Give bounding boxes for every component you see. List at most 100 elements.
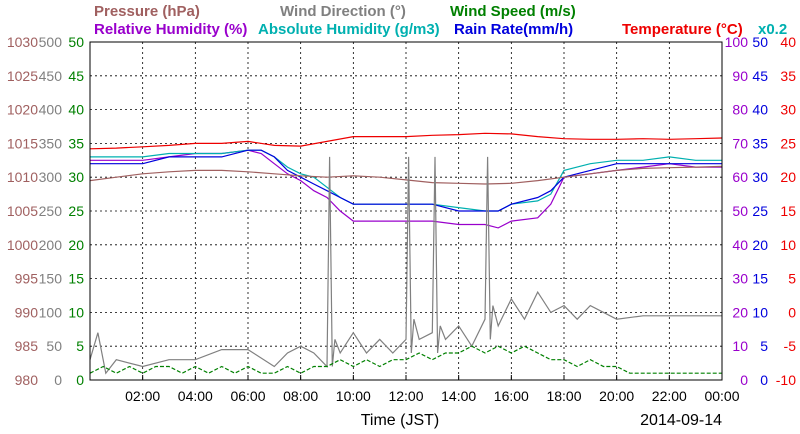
left-tick-label: 150 [39, 271, 63, 287]
left-tick-label: 50 [46, 338, 62, 354]
left-tick-label: 45 [68, 68, 84, 84]
right-tick-label: 5 [788, 271, 796, 287]
left-tick-label: 985 [15, 338, 39, 354]
right-tick-label: 0 [740, 372, 748, 388]
left-tick-label: 1020 [7, 102, 38, 118]
right-tick-label: 80 [732, 102, 748, 118]
right-tick-label: 70 [732, 135, 748, 151]
right-tick-label: 50 [732, 203, 748, 219]
left-tick-label: 5 [76, 338, 84, 354]
legend-entry: Rain Rate(mm/h) [454, 21, 573, 38]
left-tick-label: 1030 [7, 34, 38, 50]
left-tick-label: 250 [39, 203, 63, 219]
right-tick-label: 30 [752, 169, 768, 185]
series-line-humidity [90, 149, 722, 229]
right-tick-label: 20 [780, 169, 796, 185]
right-tick-label: 40 [752, 102, 768, 118]
left-tick-label: 450 [39, 68, 63, 84]
right-tick-label: 5 [760, 338, 768, 354]
x-tick-label: 14:00 [441, 388, 476, 404]
right-tick-label: 15 [780, 203, 796, 219]
x-tick-label: 00:00 [704, 388, 739, 404]
x-tick-label: 16:00 [494, 388, 529, 404]
series-layer [89, 132, 723, 375]
left-tick-label: 20 [68, 237, 84, 253]
left-tick-label: 1005 [7, 203, 38, 219]
right-tick-label: 20 [752, 237, 768, 253]
left-tick-label: 400 [39, 102, 63, 118]
right-tick-label: 25 [780, 135, 796, 151]
legend-entry: Pressure (hPa) [94, 3, 200, 20]
x-tick-label: 10:00 [336, 388, 371, 404]
series-line-pressure [89, 165, 723, 185]
legend-entry: Wind Speed (m/s) [450, 3, 576, 20]
left-tick-label: 995 [15, 271, 39, 287]
left-tick-label: 25 [68, 203, 84, 219]
series-line-rain-rate [90, 149, 722, 212]
x-axis-label: Time (JST) [361, 412, 440, 429]
right-tick-label: 100 [725, 34, 749, 50]
legend-entry: Relative Humidity (%) [94, 21, 247, 38]
left-tick-label: 1000 [7, 237, 38, 253]
x-tick-label: 06:00 [230, 388, 265, 404]
right-tick-label: 50 [752, 34, 768, 50]
left-tick-label: 100 [39, 304, 63, 320]
x-tick-label: 12:00 [388, 388, 423, 404]
left-tick-label: 350 [39, 135, 63, 151]
right-tick-label: 10 [780, 237, 796, 253]
right-tick-label: 20 [732, 304, 748, 320]
left-axes: 1030102510201015101010051000995990985980… [7, 34, 84, 388]
x-tick-label: 02:00 [125, 388, 160, 404]
x-tick-label: 22:00 [652, 388, 687, 404]
series-line-wind-speed [89, 345, 722, 374]
series-line-wind-direction [89, 156, 722, 375]
x-tick-label: 20:00 [599, 388, 634, 404]
left-tick-label: 990 [15, 304, 39, 320]
left-tick-label: 15 [68, 271, 84, 287]
right-tick-label: 35 [752, 135, 768, 151]
legend-row-1: Pressure (hPa) Wind Direction (°) Wind Spe… [94, 3, 576, 20]
right-tick-label: 40 [780, 34, 796, 50]
right-tick-label: 10 [732, 338, 748, 354]
right-tick-label: 45 [752, 68, 768, 84]
left-tick-label: 10 [68, 304, 84, 320]
right-tick-label: 35 [780, 68, 796, 84]
right-tick-label: 25 [752, 203, 768, 219]
right-tick-label: -5 [784, 338, 797, 354]
left-tick-label: 1025 [7, 68, 38, 84]
right-tick-label: -10 [776, 372, 796, 388]
legend-entry: x0.2 [758, 21, 787, 38]
left-tick-label: 0 [54, 372, 62, 388]
right-tick-label: 0 [788, 304, 796, 320]
x-tick-label: 18:00 [546, 388, 581, 404]
legend-entry: Wind Direction (°) [280, 3, 406, 20]
right-tick-label: 10 [752, 304, 768, 320]
right-tick-label: 0 [760, 372, 768, 388]
right-tick-label: 30 [732, 271, 748, 287]
series-line-temperature [89, 132, 723, 150]
series-line-humidity [90, 149, 722, 212]
left-tick-label: 200 [39, 237, 63, 253]
left-tick-label: 40 [68, 102, 84, 118]
right-tick-label: 30 [780, 102, 796, 118]
left-tick-label: 0 [76, 372, 84, 388]
right-tick-label: 60 [732, 169, 748, 185]
left-tick-label: 50 [68, 34, 84, 50]
left-tick-label: 500 [39, 34, 63, 50]
left-tick-label: 1015 [7, 135, 38, 151]
right-tick-label: 40 [732, 237, 748, 253]
x-tick-label: 04:00 [178, 388, 213, 404]
left-tick-label: 300 [39, 169, 63, 185]
legend-entry: Temperature (°C) [622, 21, 743, 38]
x-axis-ticks: 02:00 04:00 06:00 08:00 10:00 12:00 14:00 16:00… [125, 375, 740, 404]
left-tick-label: 980 [15, 372, 39, 388]
left-tick-label: 30 [68, 169, 84, 185]
right-axes: 1009080706050403020100504540353025201510… [725, 34, 797, 388]
legend-entry: Absolute Humidity (g/m3) [258, 21, 440, 38]
legend-row-2: Relative Humidity (%) Absolute Humidity (… [94, 21, 787, 38]
right-tick-label: 15 [752, 271, 768, 287]
left-tick-label: 1010 [7, 169, 38, 185]
left-tick-label: 35 [68, 135, 84, 151]
right-tick-label: 90 [732, 68, 748, 84]
